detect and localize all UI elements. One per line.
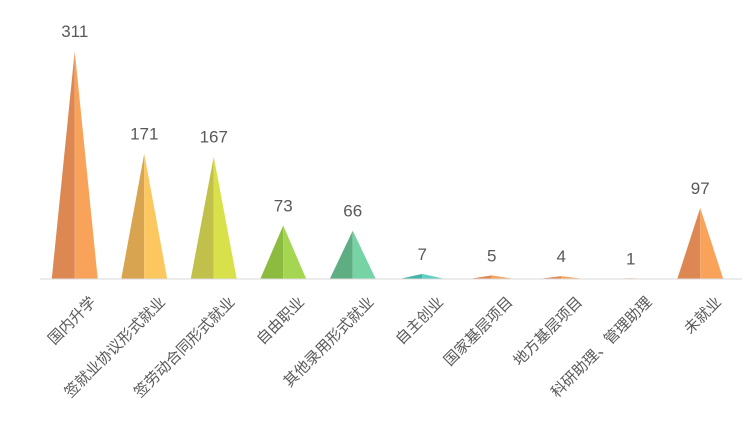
data-label: 1 <box>626 249 635 268</box>
category-tick-label: 地方基层项目 <box>510 293 586 369</box>
data-label: 5 <box>487 246 496 265</box>
pyramid-bar <box>190 156 237 279</box>
category-tick-label: 国家基层项目 <box>440 293 516 369</box>
pyramid-bar-right-face <box>352 230 376 279</box>
category-tick-label: 未就业 <box>680 293 725 338</box>
data-label: 311 <box>61 22 88 41</box>
pyramid-bar-right-face <box>422 273 446 279</box>
category-tick-label: 自主创业 <box>392 293 447 348</box>
pyramid-bar <box>51 51 98 279</box>
pyramid-bar-right-face <box>144 153 168 279</box>
pyramid-bar <box>399 273 446 279</box>
pyramid-bar-right-face <box>561 276 585 279</box>
pyramid-bar-left-face <box>468 275 492 279</box>
data-label: 97 <box>691 179 710 198</box>
pyramid-bar-left-face <box>677 207 701 279</box>
pyramid-bar-left-face <box>329 230 353 279</box>
pyramid-bar-left-face <box>121 153 145 279</box>
pyramid-bar-left-face <box>190 156 214 279</box>
pyramid-bar <box>329 230 376 279</box>
data-label: 171 <box>130 125 158 144</box>
pyramid-bar-right-face <box>491 275 515 279</box>
pyramid-bar-right-face <box>74 51 98 279</box>
pyramid-bar-left-face <box>260 225 284 279</box>
pyramid-bar <box>260 225 307 279</box>
pyramid-bar <box>538 276 585 279</box>
data-label: 4 <box>557 247 566 266</box>
data-label: 66 <box>343 202 362 221</box>
bars-group <box>51 51 724 279</box>
pyramid-bar-right-face <box>213 156 237 279</box>
category-tick-label: 自由职业 <box>253 293 308 348</box>
data-label: 7 <box>418 245 427 264</box>
value-labels-group: 311 171 167 73 66 7 5 4 1 97 <box>61 22 710 268</box>
pyramid-bar-left-face <box>399 273 423 279</box>
pyramid-bar-right-face <box>283 225 307 279</box>
pyramid-bar <box>468 275 515 279</box>
category-tick-label: 国内升学 <box>44 293 99 348</box>
data-label: 73 <box>274 196 293 215</box>
pyramid-bar-left-face <box>538 276 562 279</box>
pyramid-bar <box>677 207 724 279</box>
data-label: 167 <box>200 128 228 147</box>
pyramid-bar-left-face <box>51 51 75 279</box>
pyramid-bar <box>121 153 168 279</box>
pyramid-bar-right-face <box>700 207 724 279</box>
